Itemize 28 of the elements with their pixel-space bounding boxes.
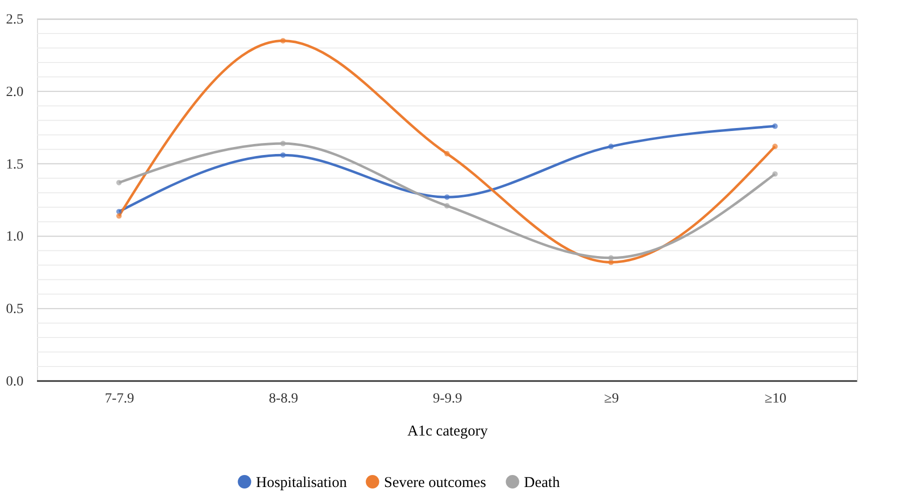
point bbox=[444, 194, 450, 200]
y-tick-label: 2.0 bbox=[6, 84, 24, 100]
y-tick-label: 0.5 bbox=[6, 302, 24, 318]
point bbox=[444, 150, 450, 156]
legend-label: Severe outcomes bbox=[384, 474, 486, 491]
point bbox=[280, 38, 286, 44]
point bbox=[444, 203, 450, 209]
point bbox=[280, 152, 286, 158]
legend-label: Hospitalisation bbox=[256, 474, 348, 491]
x-tick-label: 8-8.9 bbox=[268, 392, 298, 406]
point bbox=[116, 180, 122, 186]
point bbox=[772, 123, 778, 129]
point bbox=[608, 255, 614, 261]
legend-label: Death bbox=[524, 474, 560, 491]
y-tick-label: 0.0 bbox=[6, 374, 24, 390]
point bbox=[608, 144, 614, 150]
y-tick-label: 1.5 bbox=[6, 157, 24, 172]
x-tick-label: ≥9 bbox=[604, 392, 619, 406]
point bbox=[772, 171, 778, 177]
x-tick-label: 7-7.9 bbox=[104, 392, 134, 406]
x-tick-label: ≥10 bbox=[764, 392, 786, 406]
y-tick-label: 2.5 bbox=[6, 12, 24, 28]
point bbox=[116, 213, 122, 219]
point bbox=[772, 144, 778, 150]
x-tick-label: 9-9.9 bbox=[432, 392, 462, 406]
x-axis-title: A1c category bbox=[407, 424, 488, 440]
point bbox=[280, 140, 286, 146]
y-tick-label: 1.0 bbox=[6, 230, 24, 245]
